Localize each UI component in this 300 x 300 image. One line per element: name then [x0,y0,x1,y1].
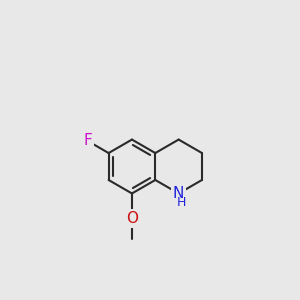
Text: F: F [83,134,92,148]
Text: O: O [126,211,138,226]
Text: N: N [173,186,184,201]
Text: H: H [176,196,186,209]
